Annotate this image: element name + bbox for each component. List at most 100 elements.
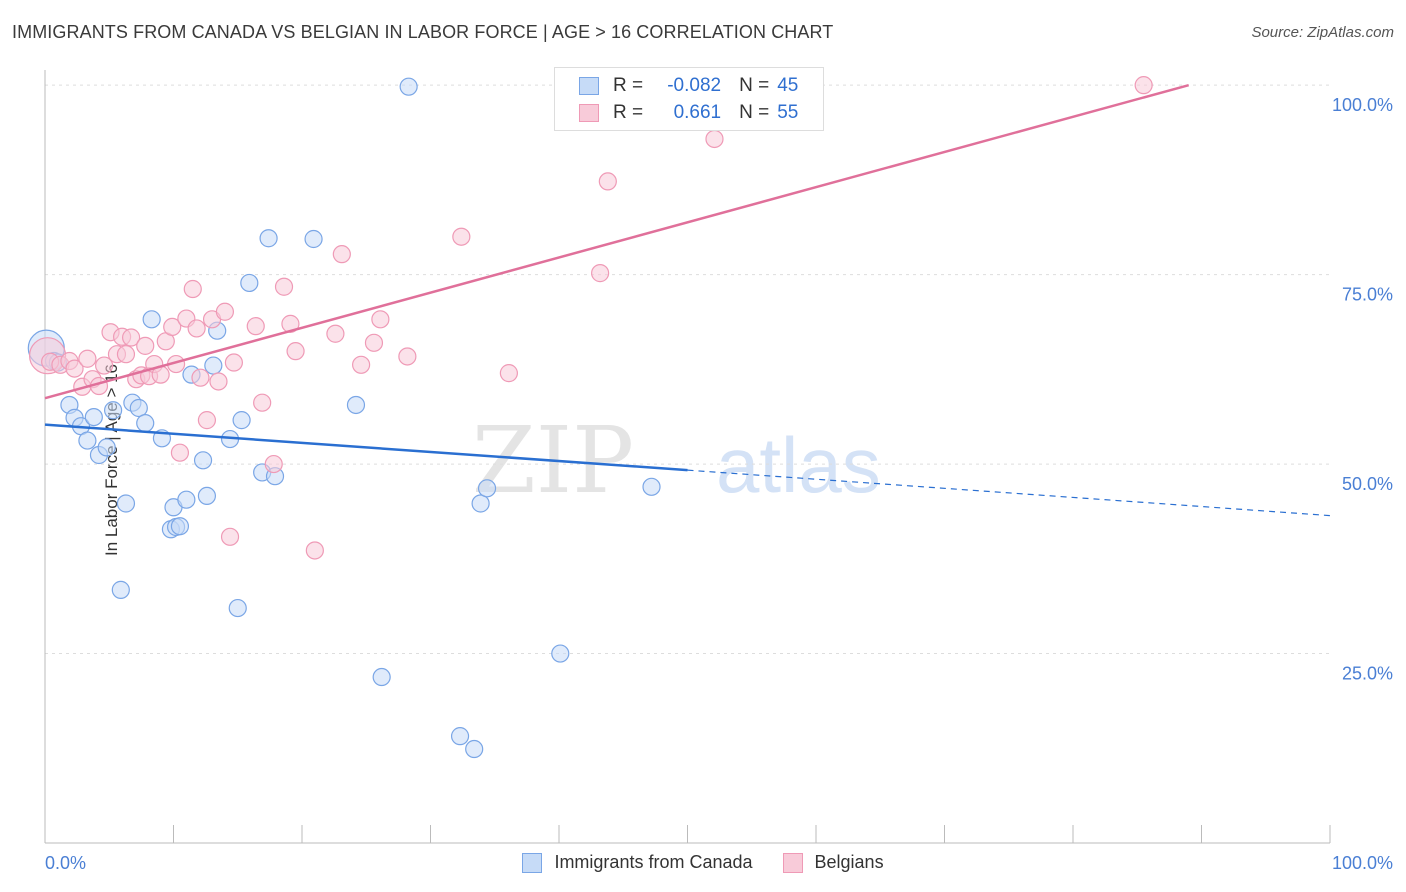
belgian-point: [246, 317, 265, 336]
x-tick-label: 100.0%: [1332, 853, 1393, 873]
canada-trend-line: [44, 423, 688, 472]
belgian-point: [183, 279, 202, 299]
belgian-point: [253, 393, 272, 412]
canada-point: [240, 273, 259, 293]
canada-point: [111, 580, 130, 599]
canada-point: [465, 739, 484, 759]
n-label: N =: [739, 75, 770, 96]
belgians-legend-swatch: [782, 852, 803, 873]
canada-point: [142, 310, 161, 329]
canada-point: [477, 479, 497, 498]
belgian-point: [215, 302, 234, 321]
belgian-point: [591, 264, 610, 283]
belgian-point: [1134, 76, 1153, 95]
belgian-point: [95, 356, 114, 375]
stats-legend: R = -0.082 N = 45 R = 0.661 N = 55: [554, 67, 824, 131]
belgian-point: [286, 342, 305, 361]
belgian-point: [170, 443, 190, 462]
source-credit: Source: ZipAtlas.com: [1251, 24, 1394, 41]
belgian-point: [187, 319, 206, 338]
canada-point: [129, 398, 148, 418]
belgian-point: [398, 347, 417, 366]
belgian-trend-line: [44, 83, 1189, 400]
belgian-point: [598, 172, 617, 191]
canada-trend-extension: [687, 469, 1331, 517]
belgian-point: [499, 364, 518, 383]
canada-point: [170, 517, 190, 536]
canada-point: [177, 490, 196, 509]
belgian-point: [65, 359, 84, 378]
canada-point: [346, 395, 366, 415]
belgian-point: [121, 328, 141, 347]
belgian-point: [452, 227, 471, 246]
belgian-point: [209, 372, 228, 391]
stats-row-canada: R = -0.082 N = 45: [579, 74, 798, 98]
belgian-point: [371, 310, 390, 329]
belgians-n-value: 55: [777, 102, 799, 123]
n-label: N =: [739, 102, 770, 123]
belgian-point: [274, 277, 294, 296]
belgian-point: [163, 317, 182, 337]
canada-point: [399, 77, 418, 96]
belgian-point: [705, 129, 724, 149]
belgians-legend-label: Belgians: [814, 852, 884, 872]
stats-row-belgians: R = 0.661 N = 55: [579, 101, 798, 125]
canada-point: [116, 494, 136, 513]
canada-point: [304, 229, 323, 249]
canada-point: [228, 598, 247, 618]
belgian-point: [264, 454, 283, 474]
belgians-r-value: 0.661: [673, 102, 722, 123]
belgian-point: [136, 336, 155, 355]
legend-item-canada[interactable]: Immigrants from Canada: [522, 852, 753, 873]
legend-item-belgians[interactable]: Belgians: [782, 852, 884, 873]
belgian-point: [220, 527, 240, 546]
y-tick-label: 25.0%: [1342, 664, 1393, 684]
watermark-atlas: atlas: [716, 421, 881, 509]
r-label: R =: [613, 102, 644, 123]
belgian-point: [224, 353, 243, 372]
belgian-point: [281, 314, 300, 333]
belgian-point: [326, 324, 345, 343]
belgian-point: [332, 245, 351, 264]
belgians-swatch: [579, 104, 599, 122]
canada-point: [232, 411, 251, 430]
canada-point: [551, 644, 570, 663]
belgian-point: [191, 368, 210, 387]
canada-point: [97, 438, 116, 457]
belgian-point: [78, 349, 97, 368]
canada-n-value: 45: [777, 75, 799, 96]
y-tick-label: 100.0%: [1332, 95, 1393, 115]
watermark: ZIP atlas: [472, 407, 881, 514]
y-tick-labels: 25.0% 50.0% 75.0% 100.0%: [1332, 95, 1393, 683]
axes: [44, 70, 1331, 844]
canada-point: [84, 407, 103, 427]
canada-point: [204, 356, 223, 375]
y-tick-label: 75.0%: [1342, 285, 1393, 305]
canada-point: [450, 727, 470, 746]
canada-point: [136, 414, 155, 433]
canada-point: [197, 486, 217, 506]
canada-point: [259, 229, 278, 248]
canada-legend-swatch: [522, 852, 543, 873]
series-legend: Immigrants from Canada Belgians: [0, 852, 1406, 873]
belgian-point: [352, 355, 371, 374]
canada-point: [78, 431, 97, 450]
trend-lines: [44, 83, 1331, 517]
y-tick-label: 50.0%: [1342, 474, 1393, 494]
x-tick-labels: 0.0% 100.0%: [45, 853, 1393, 873]
chart-title: IMMIGRANTS FROM CANADA VS BELGIAN IN LAB…: [12, 22, 834, 42]
canada-point: [642, 477, 661, 496]
canada-swatch: [579, 77, 599, 95]
canada-point: [372, 667, 391, 687]
canada-legend-label: Immigrants from Canada: [554, 852, 753, 872]
canada-point: [471, 494, 490, 513]
canada-point: [193, 451, 213, 470]
r-label: R =: [613, 75, 644, 96]
belgian-point: [364, 333, 384, 352]
canada-r-value: -0.082: [667, 75, 722, 96]
x-tick-label: 0.0%: [45, 853, 86, 873]
belgian-point: [197, 411, 217, 430]
series-belgians-points: [28, 76, 1153, 560]
canada-point: [104, 401, 123, 420]
